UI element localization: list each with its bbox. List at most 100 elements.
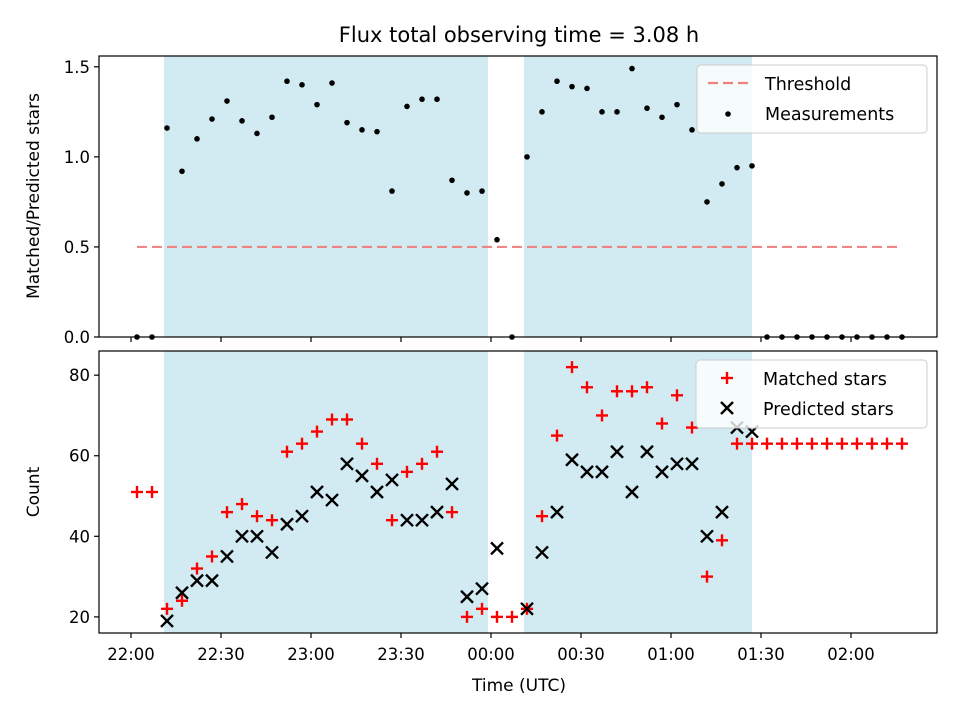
- predicted-star-point: [580, 465, 594, 479]
- predicted-star-point: [715, 505, 729, 519]
- x-tick-label: 02:00: [827, 645, 875, 664]
- matched-star-point: [431, 445, 443, 458]
- matched-star-point: [731, 437, 743, 450]
- measurement-point: [314, 101, 320, 108]
- measurement-point: [284, 78, 290, 85]
- predicted-star-point: [265, 545, 279, 560]
- matched-star-point: [356, 437, 368, 450]
- predicted-star-point: [310, 485, 324, 499]
- top-shaded-intervals: [164, 56, 752, 337]
- measurement-point: [704, 199, 710, 205]
- bottom-y-tick-label: 60: [69, 447, 90, 466]
- matched-star-point: [896, 437, 908, 450]
- legend-measurements-label: Measurements: [765, 105, 894, 125]
- measurement-point: [224, 98, 230, 104]
- predicted-star-point: [685, 456, 699, 471]
- measurement-point: [479, 188, 485, 194]
- top-legend-box: [696, 64, 928, 134]
- predicted-star-point: [415, 513, 429, 528]
- bottom-y-axis: 20 40 60 80: [69, 366, 99, 627]
- predicted-star-point: [625, 485, 639, 499]
- matched-star-point: [461, 610, 473, 623]
- predicted-star-point: [355, 469, 369, 483]
- matched-star-point: [851, 437, 863, 450]
- matched-star-point: [491, 610, 503, 623]
- matched-star-point: [671, 389, 683, 402]
- matched-star-point: [686, 421, 698, 434]
- matched-star-point: [761, 437, 773, 450]
- bottom-y-axis-label: Count: [24, 466, 44, 517]
- measurement-point: [269, 114, 275, 121]
- top-y-tick-label: 1.0: [64, 148, 90, 167]
- matched-star-point: [341, 413, 353, 426]
- matched-star-point: [656, 417, 668, 430]
- top-plot-frame: [98, 55, 938, 338]
- bottom-plot-frame: [98, 350, 938, 634]
- predicted-star-point: [370, 485, 384, 499]
- x-tick-label: 23:30: [377, 645, 425, 664]
- predicted-star-point: [655, 465, 669, 479]
- predicted-star-point: [280, 517, 294, 532]
- measurement-point: [524, 154, 530, 160]
- measurement-point: [644, 105, 650, 112]
- predicted-star-point: [700, 529, 714, 544]
- bottom-panel: 20 40 60 80 22:00 22:30 23:00 23:30 00:00 00:30 0…: [24, 350, 938, 696]
- bottom-shaded-intervals: [164, 351, 752, 633]
- matched-star-point: [506, 610, 518, 623]
- matched-star-point: [146, 486, 158, 498]
- measurement-point: [449, 177, 455, 184]
- predicted-star-point: [520, 601, 534, 616]
- measurement-point: [329, 80, 335, 86]
- top-y-axis: 0.0 0.5 1.0 1.5: [64, 58, 99, 347]
- measurement-point: [494, 236, 500, 243]
- matched-star-point: [176, 594, 188, 607]
- matched-star-point: [296, 437, 308, 450]
- x-axis-label: Time (UTC): [471, 676, 566, 696]
- chart-title: Flux total observing time = 3.08 h: [339, 23, 699, 47]
- matched-star-point: [191, 562, 203, 575]
- x-tick-label: 22:00: [107, 645, 155, 664]
- measurement-point: [299, 82, 305, 88]
- predicted-star-point: [430, 505, 444, 519]
- measurement-point: [674, 101, 680, 108]
- predicted-star-point: [340, 456, 354, 471]
- matched-star-point: [416, 457, 428, 470]
- matched-star-point: [581, 381, 593, 394]
- matched-star-point: [161, 602, 173, 615]
- top-y-tick-label: 1.5: [64, 58, 90, 77]
- predicted-star-point: [220, 549, 234, 564]
- x-tick-label: 22:30: [197, 645, 245, 664]
- matched-star-point: [701, 570, 713, 583]
- matched-star-point: [401, 465, 413, 478]
- top-y-tick-label: 0.5: [64, 238, 90, 257]
- matched-star-point: [206, 550, 218, 563]
- matched-star-point: [386, 514, 398, 527]
- top-y-axis-label: Matched/Predicted stars: [24, 93, 44, 299]
- legend-predicted-swatch: [720, 401, 734, 415]
- matched-star-point: [536, 510, 548, 523]
- measurement-point: [689, 127, 695, 133]
- legend-threshold-label: Threshold: [764, 75, 851, 95]
- matched-star-point: [776, 437, 788, 450]
- predicted-star-point: [565, 452, 579, 467]
- matched-star-point: [836, 437, 848, 450]
- predicted-star-point: [295, 509, 309, 524]
- matched-star-point: [716, 534, 728, 547]
- measurement-point: [584, 85, 590, 92]
- measurement-point: [539, 109, 545, 115]
- matched-star-point: [791, 437, 803, 450]
- measurement-point: [254, 130, 260, 137]
- measurement-point: [659, 114, 665, 121]
- measurement-point: [419, 96, 425, 103]
- measurement-point: [464, 190, 470, 196]
- measurement-point: [404, 103, 410, 110]
- matched-star-point: [251, 510, 263, 523]
- predicted-star-point: [235, 529, 249, 544]
- predicted-star-point: [445, 477, 459, 491]
- measurement-point: [239, 118, 245, 124]
- matched-star-point: [326, 413, 338, 426]
- measurement-point: [179, 168, 185, 175]
- predicted-star-point: [400, 513, 414, 528]
- measurement-point: [599, 109, 605, 115]
- predicted-star-point: [325, 493, 339, 507]
